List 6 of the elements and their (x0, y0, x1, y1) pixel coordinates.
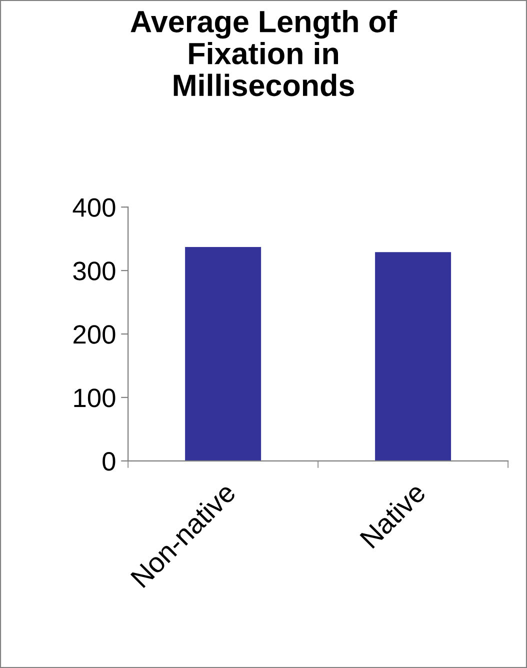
y-tick-label: 400 (72, 198, 116, 217)
y-tick-label: 200 (74, 325, 116, 344)
chart-title: Average Length of Fixation in Milliseconds (130, 10, 398, 96)
y-tick-label: 300 (73, 262, 116, 280)
y-tick-label: 0 (102, 452, 116, 471)
y-tick-label: 100 (74, 388, 116, 408)
